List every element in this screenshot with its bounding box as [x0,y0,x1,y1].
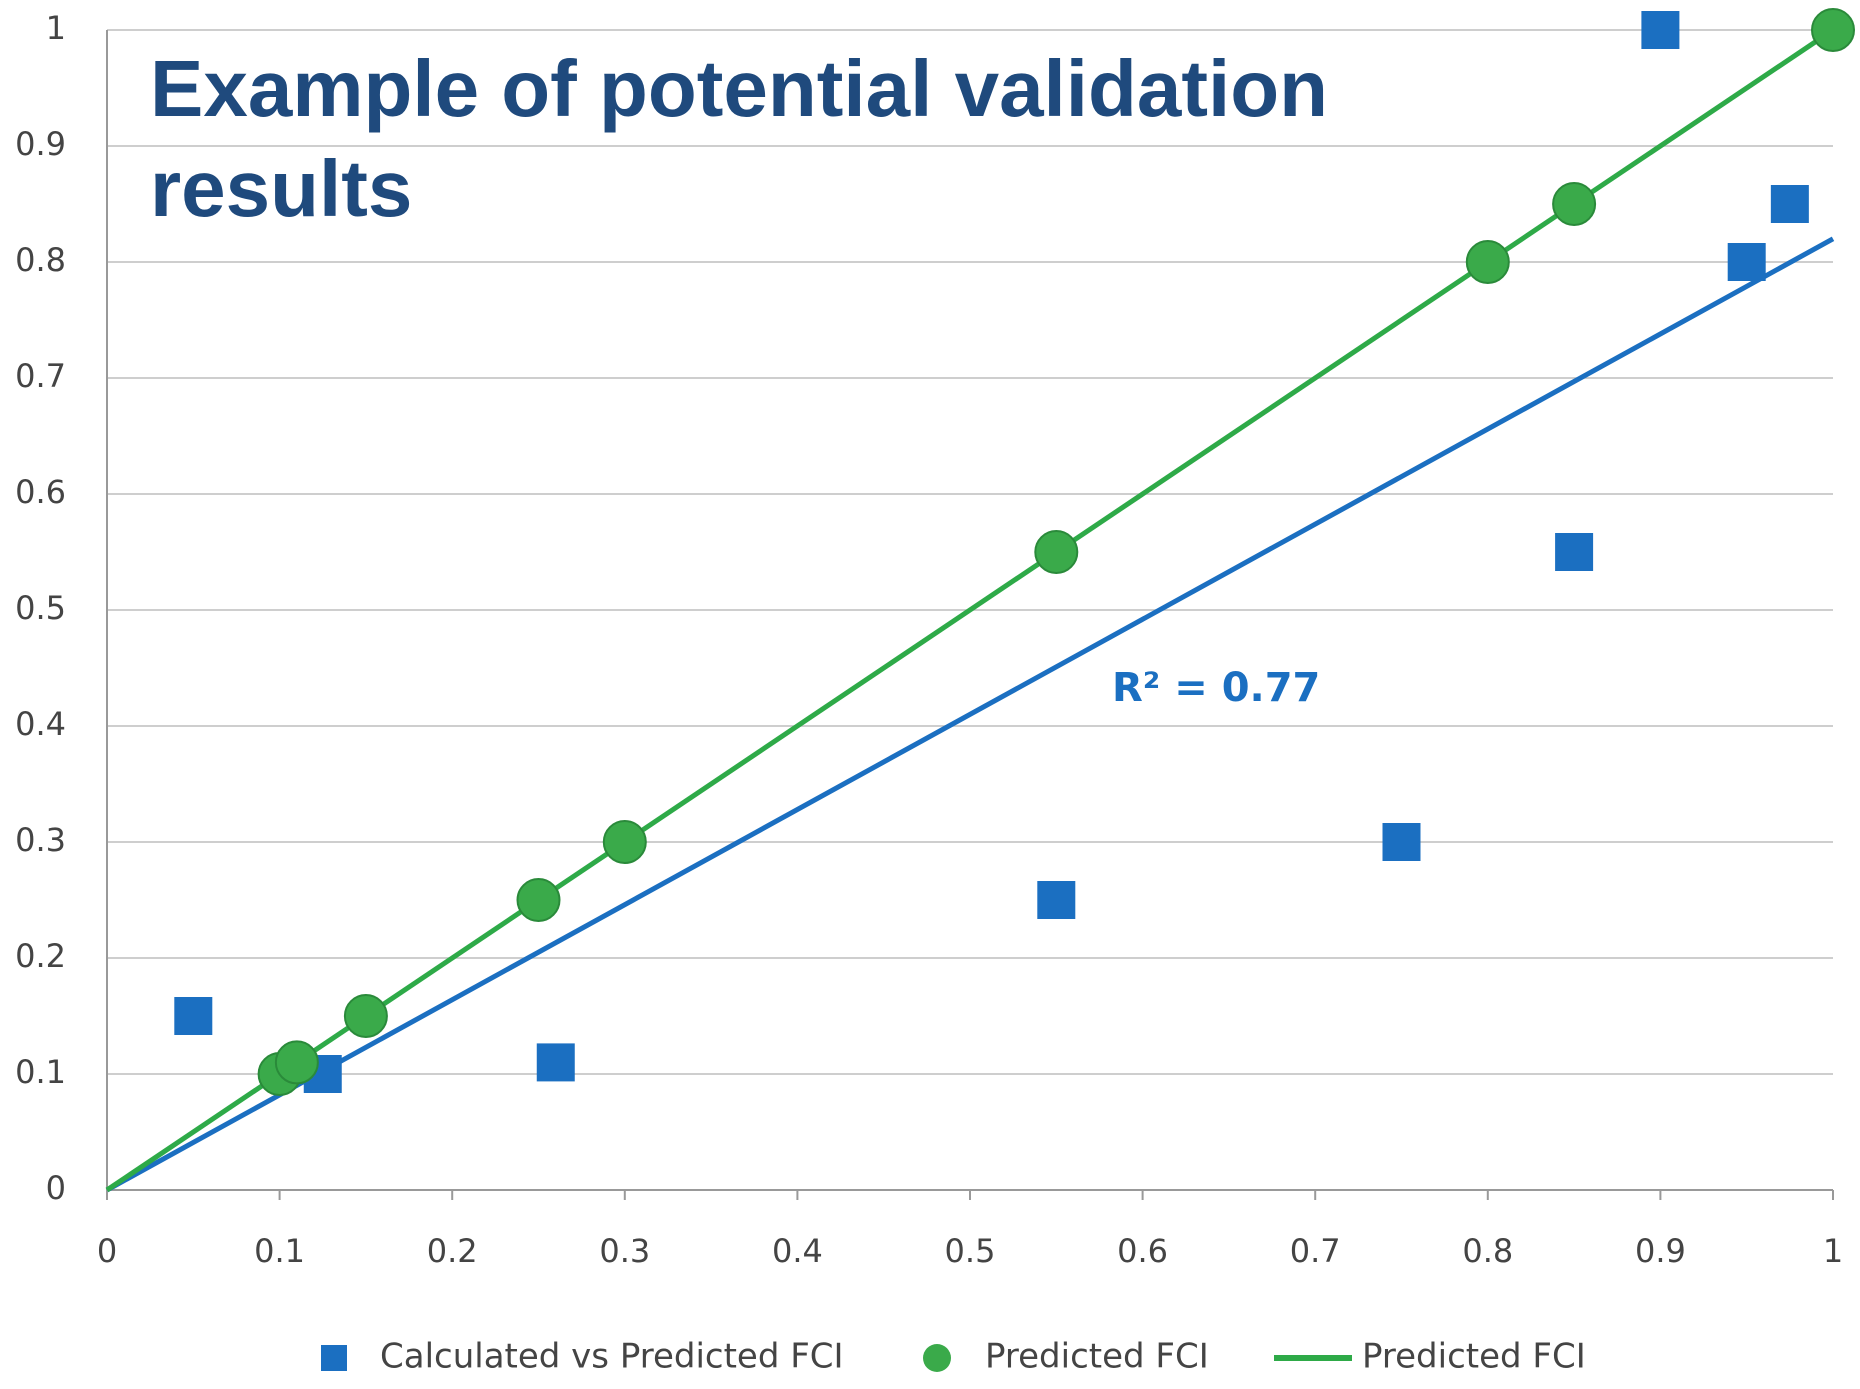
y-tick-label: 0.5 [15,589,66,627]
x-tick-label: 0.7 [1290,1232,1341,1270]
legend-marker [321,1345,347,1371]
square-marker [1770,185,1809,223]
x-tick-label: 0.9 [1635,1232,1686,1270]
chart-title: Example of potential validation [150,44,1328,133]
y-tick-label: 0.7 [15,357,66,395]
square-marker [536,1043,575,1082]
circle-marker [1552,182,1597,226]
square-marker [1037,881,1076,919]
x-tick-label: 0.8 [1462,1232,1513,1270]
square-marker [1555,533,1594,571]
x-tick-label: 0 [97,1232,117,1270]
legend-label: Predicted FCI [1362,1337,1586,1377]
square-marker [1727,243,1766,281]
x-tick-label: 0.6 [1117,1232,1168,1270]
circle-marker [1811,8,1855,52]
y-tick-label: 0.8 [15,241,66,279]
circle-marker [274,1040,319,1085]
legend-marker [923,1344,951,1372]
legend-label: Predicted FCI [985,1337,1209,1377]
legend-label: Calculated vs Predicted FCI [380,1337,844,1377]
y-tick-label: 0.6 [15,473,66,511]
trend-line [105,27,1835,1193]
annotation: R² = 0.77 [1112,665,1320,711]
square-marker [1382,823,1421,861]
square-marker [174,997,213,1035]
y-tick-label: 0.3 [15,821,66,859]
y-tick-label: 0.1 [15,1053,66,1091]
y-tick-label: 0.2 [15,937,66,975]
x-tick-label: 0.1 [254,1232,305,1270]
y-tick-label: 0.4 [15,705,66,743]
circle-marker [1465,240,1510,284]
circle-marker [1034,530,1079,574]
trend-line [105,236,1835,1193]
circle-marker [343,994,388,1038]
circle-marker [602,820,647,864]
y-tick-label: 1 [46,9,66,47]
x-tick-label: 0.3 [599,1232,650,1270]
circle-marker [516,878,561,922]
x-tick-label: 1 [1823,1232,1843,1270]
y-tick-label: 0 [46,1169,66,1207]
square-marker [1641,11,1680,49]
x-tick-label: 0.5 [945,1232,996,1270]
chart-title: results [150,144,412,233]
y-tick-label: 0.9 [15,125,66,163]
chart-title: Example of potential validation results [150,44,1328,233]
x-tick-label: 0.4 [772,1232,823,1270]
x-tick-label: 0.2 [427,1232,478,1270]
